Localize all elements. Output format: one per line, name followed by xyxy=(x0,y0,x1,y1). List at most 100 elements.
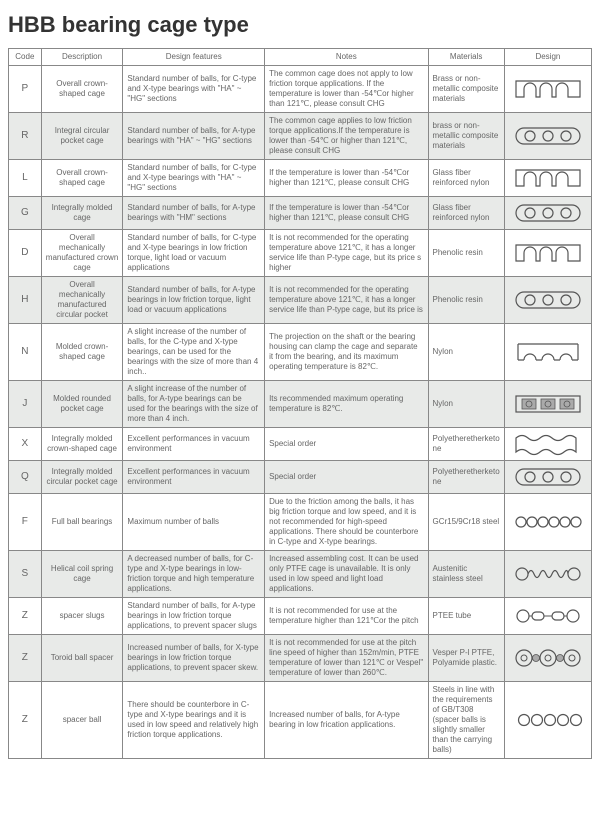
cell-features: Increased number of balls, for X-type be… xyxy=(123,635,265,682)
cell-notes: Its recommended maximum operating temper… xyxy=(265,381,428,428)
cell-notes: Due to the friction among the balls, it … xyxy=(265,494,428,551)
cell-materials: Austenitic stainless steel xyxy=(428,551,504,598)
cell-notes: Special order xyxy=(265,428,428,461)
cell-features: Excellent performances in vacuum environ… xyxy=(123,428,265,461)
table-row: HOverall mechanically manufactured circu… xyxy=(9,277,592,324)
cell-notes: It is not recommended for the operating … xyxy=(265,230,428,277)
cell-materials: PTEE tube xyxy=(428,598,504,635)
table-row: QIntegrally molded circular pocket cageE… xyxy=(9,461,592,494)
cell-design xyxy=(504,682,591,759)
cell-code: R xyxy=(9,113,42,160)
col-description: Description xyxy=(41,49,123,66)
cell-features: A slight increase of the number of balls… xyxy=(123,381,265,428)
cell-notes: It is not recommended for use at the tem… xyxy=(265,598,428,635)
cell-materials: Phenolic resin xyxy=(428,277,504,324)
col-notes: Notes xyxy=(265,49,428,66)
cell-code: S xyxy=(9,551,42,598)
cell-description: Overall mechanically manufactured crown … xyxy=(41,230,123,277)
cell-description: Integrally molded crown-shaped cage xyxy=(41,428,123,461)
cell-code: X xyxy=(9,428,42,461)
cell-description: Overall crown-shaped cage xyxy=(41,66,123,113)
cell-features: Standard number of balls, for C-type and… xyxy=(123,230,265,277)
cell-features: There should be counterbore in C-type an… xyxy=(123,682,265,759)
cell-materials: Brass or non-metallic composite material… xyxy=(428,66,504,113)
cell-code: Z xyxy=(9,635,42,682)
cell-notes: Increased assembling cost. It can be use… xyxy=(265,551,428,598)
cell-features: Standard number of balls, for C-type and… xyxy=(123,160,265,197)
cell-features: Standard number of balls, for A-type bea… xyxy=(123,113,265,160)
cell-code: J xyxy=(9,381,42,428)
cell-materials: Nylon xyxy=(428,381,504,428)
cell-notes: If the temperature is lower than -54℃or … xyxy=(265,197,428,230)
cell-materials: Glass fiber reinforced nylon xyxy=(428,160,504,197)
table-row: NMolded crown-shaped cageA slight increa… xyxy=(9,324,592,381)
cell-description: Integrally molded cage xyxy=(41,197,123,230)
cell-code: Z xyxy=(9,682,42,759)
cell-notes: If the temperature is lower than -54℃or … xyxy=(265,160,428,197)
cell-notes: The projection on the shaft or the beari… xyxy=(265,324,428,381)
cell-materials: Glass fiber reinforced nylon xyxy=(428,197,504,230)
cell-design xyxy=(504,635,591,682)
cell-description: Integrally molded circular pocket cage xyxy=(41,461,123,494)
cell-description: spacer ball xyxy=(41,682,123,759)
cell-materials: Polyetheretherketone xyxy=(428,428,504,461)
table-row: POverall crown-shaped cageStandard numbe… xyxy=(9,66,592,113)
cell-notes: The common cage applies to low friction … xyxy=(265,113,428,160)
cell-design xyxy=(504,381,591,428)
cell-features: Standard number of balls, for C-type and… xyxy=(123,66,265,113)
cell-materials: GCr15/9Cr18 steel xyxy=(428,494,504,551)
cell-design xyxy=(504,551,591,598)
col-features: Design features xyxy=(123,49,265,66)
cell-materials: Vesper P-l PTFE, Polyamide plastic. xyxy=(428,635,504,682)
table-row: GIntegrally molded cageStandard number o… xyxy=(9,197,592,230)
table-row: DOverall mechanically manufactured crown… xyxy=(9,230,592,277)
table-header-row: Code Description Design features Notes M… xyxy=(9,49,592,66)
cell-design xyxy=(504,66,591,113)
table-row: FFull ball bearingsMaximum number of bal… xyxy=(9,494,592,551)
cell-code: G xyxy=(9,197,42,230)
cell-features: A decreased number of balls, for C-type … xyxy=(123,551,265,598)
cell-description: Molded crown-shaped cage xyxy=(41,324,123,381)
cell-design xyxy=(504,598,591,635)
cell-code: F xyxy=(9,494,42,551)
cell-description: Toroid ball spacer xyxy=(41,635,123,682)
cell-features: Standard number of balls, for A-type bea… xyxy=(123,197,265,230)
cell-notes: It is not recommended for use at the pit… xyxy=(265,635,428,682)
cell-description: Integral circular pocket cage xyxy=(41,113,123,160)
cell-materials: Phenolic resin xyxy=(428,230,504,277)
cell-materials: Nylon xyxy=(428,324,504,381)
cell-notes: Special order xyxy=(265,461,428,494)
cell-materials: Steels in line with the requirements of … xyxy=(428,682,504,759)
cell-description: spacer slugs xyxy=(41,598,123,635)
table-row: SHelical coil spring cageA decreased num… xyxy=(9,551,592,598)
cell-features: Standard number of balls, for A-type bea… xyxy=(123,598,265,635)
col-code: Code xyxy=(9,49,42,66)
page-title: HBB bearing cage type xyxy=(8,12,592,38)
cell-description: Molded rounded pocket cage xyxy=(41,381,123,428)
table-row: RIntegral circular pocket cageStandard n… xyxy=(9,113,592,160)
table-row: Zspacer ballThere should be counterbore … xyxy=(9,682,592,759)
cell-description: Full ball bearings xyxy=(41,494,123,551)
cell-features: Standard number of balls, for A-type bea… xyxy=(123,277,265,324)
cell-features: A slight increase of the number of balls… xyxy=(123,324,265,381)
cell-design xyxy=(504,277,591,324)
cell-code: L xyxy=(9,160,42,197)
cell-description: Helical coil spring cage xyxy=(41,551,123,598)
cell-design xyxy=(504,461,591,494)
cell-materials: Polyetheretherketone xyxy=(428,461,504,494)
cell-design xyxy=(504,494,591,551)
cell-materials: brass or non-metallic composite material… xyxy=(428,113,504,160)
cell-design xyxy=(504,324,591,381)
cell-design xyxy=(504,197,591,230)
cell-features: Excellent performances in vacuum environ… xyxy=(123,461,265,494)
cell-notes: The common cage does not apply to low fr… xyxy=(265,66,428,113)
table-row: LOverall crown-shaped cageStandard numbe… xyxy=(9,160,592,197)
cell-code: H xyxy=(9,277,42,324)
cell-notes: It is not recommended for the operating … xyxy=(265,277,428,324)
cell-description: Overall crown-shaped cage xyxy=(41,160,123,197)
cell-design xyxy=(504,160,591,197)
cell-code: Q xyxy=(9,461,42,494)
cell-code: N xyxy=(9,324,42,381)
table-row: Zspacer slugsStandard number of balls, f… xyxy=(9,598,592,635)
cell-code: P xyxy=(9,66,42,113)
